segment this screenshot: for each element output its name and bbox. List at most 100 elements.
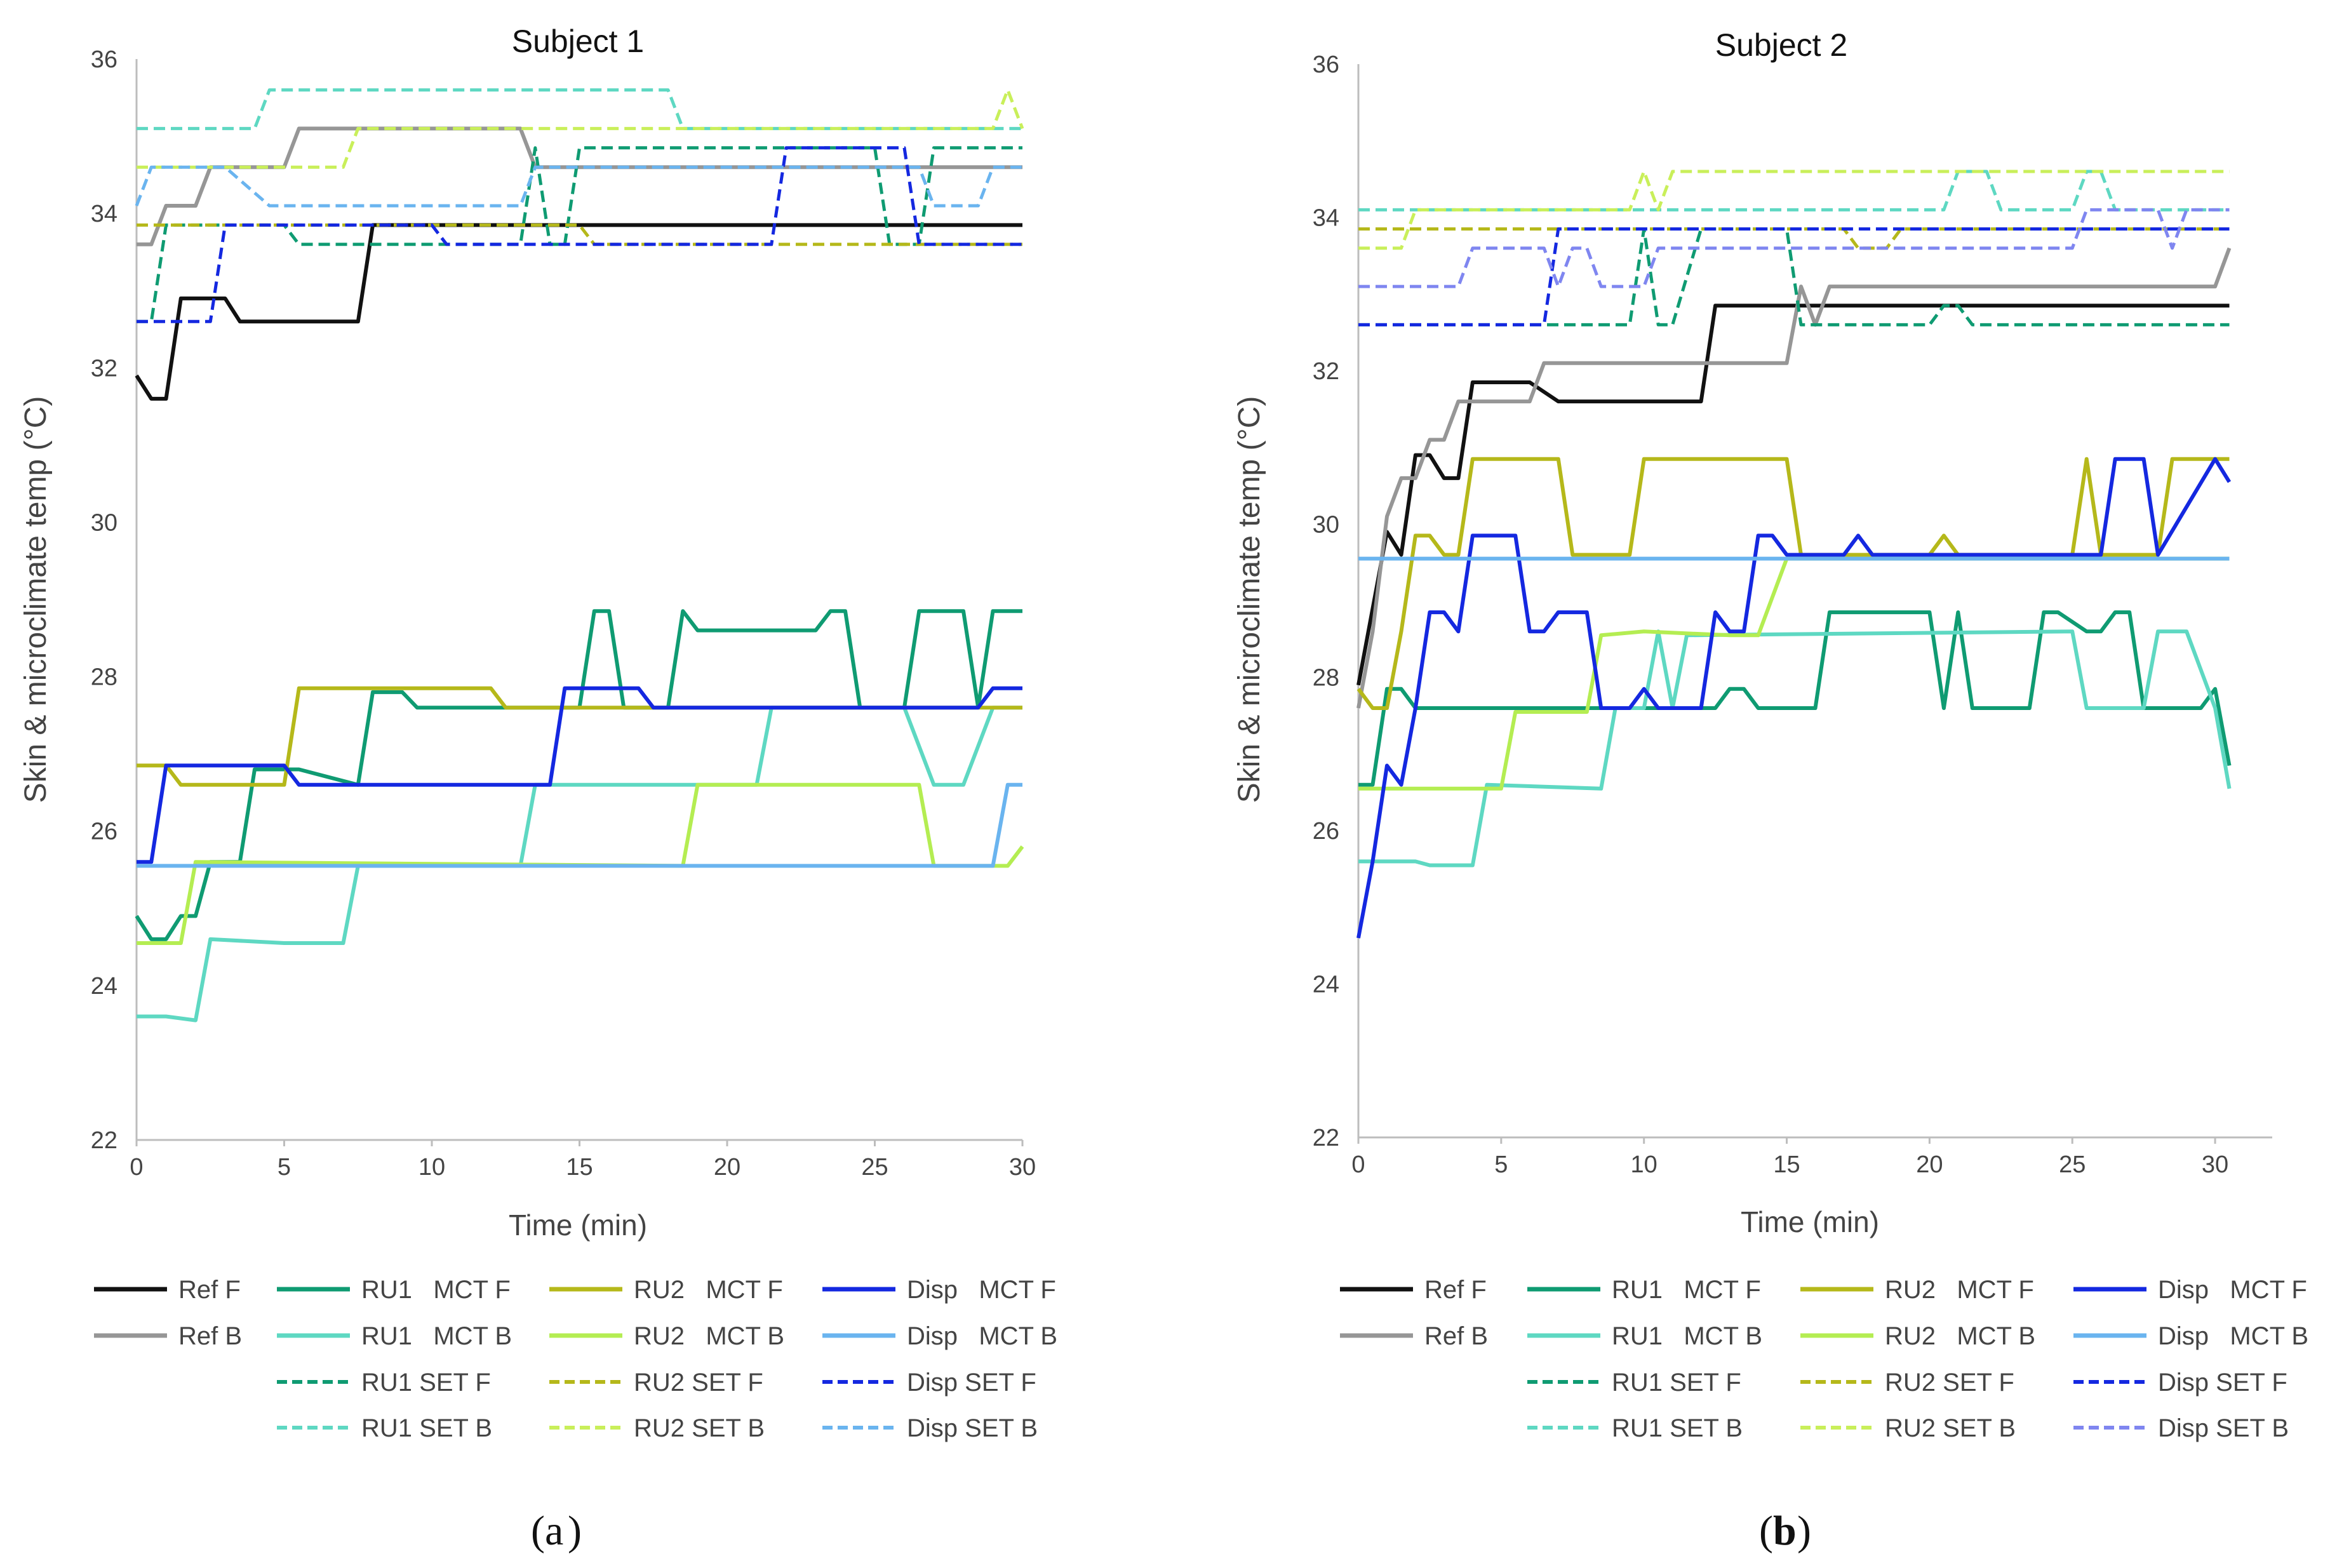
y-tick-label: 36	[91, 46, 117, 73]
y-tick-label: 34	[1313, 204, 1339, 231]
legend-label: RU2 MCT B	[634, 1322, 784, 1350]
series-line-ref-b	[1356, 247, 2232, 709]
legend-label: Ref B	[1424, 1322, 1488, 1350]
series-line-ref-f	[135, 223, 1022, 401]
series-line-disp-mct-f	[1356, 457, 2232, 939]
y-tick-label: 28	[91, 664, 117, 691]
x-tick-label: 30	[1009, 1154, 1036, 1181]
legend-label: Disp SET F	[2158, 1369, 2287, 1397]
series-line-ru2-mct-f	[1356, 457, 2230, 710]
legend-label: Ref F	[1424, 1276, 1487, 1304]
series-line-ru2-mct-b	[1358, 556, 2230, 791]
series-line-ru2-set-f	[1358, 227, 2230, 250]
y-tick-label: 26	[91, 819, 117, 845]
legend-label: RU1 MCT B	[361, 1322, 512, 1350]
legend-label: Disp MCT F	[907, 1276, 1056, 1304]
legend-label: RU2 MCT B	[1885, 1322, 2035, 1350]
legend-label: RU2 SET B	[1885, 1414, 2016, 1442]
y-tick-label: 24	[1313, 972, 1339, 998]
legend-label: Disp MCT F	[2158, 1276, 2307, 1304]
legend-label: Disp SET B	[907, 1414, 1038, 1442]
series-line-ru2-mct-f	[137, 686, 1022, 787]
x-tick-label: 15	[1773, 1151, 1800, 1178]
panel-label-b: b	[1773, 1508, 1797, 1554]
chart-title: Subject 1	[512, 23, 644, 59]
legend-label: Disp MCT B	[907, 1322, 1057, 1350]
series-line-disp-mct-b	[137, 782, 1022, 868]
series-line-ru1-set-b	[137, 88, 1022, 130]
series-line-ru2-set-b	[137, 88, 1024, 169]
chart-panel-b: 22 24 26 28 30 32 34 36 0 5 10 15 20 25 30 Subject 2 Tim…	[1233, 27, 2308, 1442]
x-axis-label: Time (min)	[1741, 1205, 1879, 1238]
legend-label: RU1 SET B	[361, 1414, 492, 1442]
x-tick-label: 15	[566, 1154, 593, 1181]
y-tick-label: 32	[1313, 358, 1339, 385]
series-line-ru1-set-b	[1358, 170, 2230, 211]
legend-label: RU2 MCT F	[634, 1276, 783, 1304]
series-line-ru1-set-f	[1358, 227, 2230, 326]
series-line-ru2-set-b	[1358, 170, 2230, 250]
x-tick-label: 25	[861, 1154, 888, 1181]
x-axis-label: Time (min)	[509, 1209, 647, 1242]
legend: Ref F Ref B RU1 MCT F RU1 MCT B RU2 MCT F RU2…	[94, 1276, 1057, 1442]
legend-label: RU1 SET F	[361, 1369, 491, 1397]
series-line-disp-set-f	[137, 146, 1022, 323]
legend-label: RU2 MCT F	[1885, 1276, 2034, 1304]
x-tick-label: 0	[1351, 1151, 1365, 1178]
legend-label: RU1 SET B	[1612, 1414, 1743, 1442]
y-tick-label: 22	[91, 1127, 117, 1154]
legend-label: Disp SET B	[2158, 1414, 2289, 1442]
x-tick-label: 10	[419, 1154, 445, 1181]
series-line-ru1-mct-b	[1358, 629, 2232, 868]
legend-label: Ref B	[178, 1322, 242, 1350]
series-lines	[1356, 170, 2232, 939]
legend-label: Disp MCT B	[2158, 1322, 2308, 1350]
panel-label-a-open: (	[531, 1508, 545, 1554]
legend-label: Disp SET F	[907, 1369, 1036, 1397]
x-tick-label: 5	[1494, 1151, 1508, 1178]
legend-label: RU1 MCT F	[361, 1276, 511, 1304]
series-line-ru1-mct-f	[1358, 610, 2232, 787]
y-tick-label: 24	[91, 973, 117, 1000]
series-line-ru1-mct-f	[135, 609, 1022, 941]
x-tick-label: 20	[714, 1154, 740, 1181]
y-tick-label: 36	[1313, 51, 1339, 78]
y-axis-label: Skin & microclimate temp (°C)	[1233, 396, 1266, 803]
y-tick-label: 30	[1313, 511, 1339, 538]
series-line-ru2-set-f	[137, 223, 1022, 246]
y-tick-label: 22	[1313, 1125, 1339, 1151]
legend-label: RU1 MCT B	[1612, 1322, 1762, 1350]
chart-title: Subject 2	[1715, 27, 1847, 63]
legend-label: RU1 SET F	[1612, 1369, 1741, 1397]
legend: Ref F Ref B RU1 MCT F RU1 MCT B RU2 MCT F RU2…	[1340, 1276, 2308, 1442]
legend-label: RU2 SET B	[634, 1414, 765, 1442]
series-line-disp-set-f	[1358, 227, 2230, 326]
chart-panel-a: 22 24 26 28 30 32 34 36 0 5 10 15 20 25 30 Subject 1 Tim…	[19, 23, 1057, 1442]
y-tick-label: 30	[91, 509, 117, 536]
x-tick-label: 30	[2202, 1151, 2228, 1178]
panel-label-a: a	[545, 1508, 563, 1554]
x-tick-label: 5	[278, 1154, 291, 1181]
series-line-ru1-mct-b	[137, 706, 1022, 1022]
x-tick-label: 20	[1916, 1151, 1943, 1178]
legend-label: Ref F	[178, 1276, 241, 1304]
series-line-ref-b	[137, 126, 1022, 246]
y-tick-label: 26	[1313, 818, 1339, 845]
series-line-ru1-set-f	[137, 146, 1022, 323]
series-line-disp-set-b	[135, 165, 1022, 208]
y-tick-label: 34	[91, 201, 117, 227]
panel-label-a-close: )	[568, 1508, 582, 1554]
series-line-disp-set-b	[1358, 208, 2230, 288]
y-axis-label: Skin & microclimate temp (°C)	[19, 396, 53, 803]
legend-label: RU2 SET F	[1885, 1369, 2014, 1397]
y-tick-label: 28	[1313, 665, 1339, 692]
y-tick-label: 32	[91, 355, 117, 382]
legend-label: RU1 MCT F	[1612, 1276, 1761, 1304]
x-tick-label: 0	[130, 1154, 143, 1181]
series-line-ref-f	[1356, 304, 2230, 686]
legend-label: RU2 SET F	[634, 1369, 763, 1397]
series-line-disp-mct-f	[137, 686, 1022, 864]
panel-label-b-close: )	[1797, 1508, 1811, 1554]
x-tick-label: 10	[1631, 1151, 1657, 1178]
